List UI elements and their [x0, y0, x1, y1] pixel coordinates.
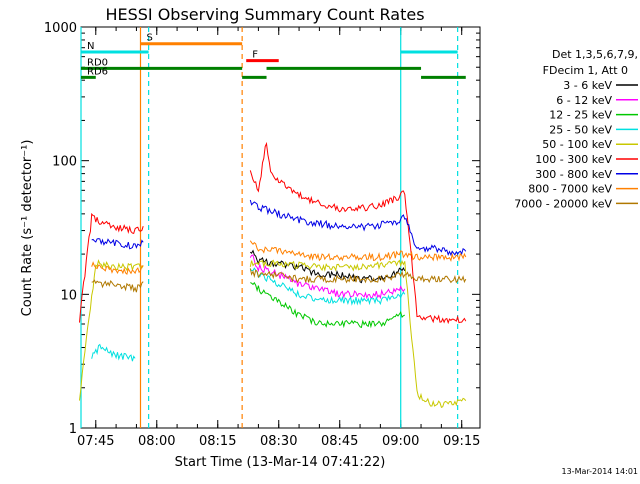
x-tick-label: 07:45: [77, 434, 114, 449]
flag-label: S: [146, 33, 152, 44]
series-group: [91, 240, 467, 275]
y-tick-label: 1: [69, 422, 77, 437]
legend-label: 7000 - 20000 keV: [514, 197, 612, 210]
x-tick-label: 08:45: [321, 434, 358, 449]
y-axis-label: Count Rate (s⁻¹ detector⁻¹): [20, 140, 35, 317]
x-tick-label: 08:00: [138, 434, 175, 449]
series-group: [91, 268, 467, 293]
flag-label: RD6: [87, 66, 108, 77]
series-line: [249, 259, 467, 408]
flag-label: F: [252, 50, 258, 61]
y-tick-label: 1000: [44, 21, 77, 36]
flag-label: RD0: [87, 57, 108, 68]
series-group: [91, 267, 406, 362]
x-tick-label: 09:00: [382, 434, 419, 449]
series-line: [250, 281, 406, 329]
chart-body: 1 10 100 1000 07:45 08:00 08:15 08:30 08:45 09:00…: [44, 21, 638, 449]
series-line: [79, 212, 144, 323]
flag-label: N: [87, 41, 94, 52]
series-group: [91, 199, 467, 257]
series-group: [79, 141, 467, 325]
series-line: [79, 259, 144, 401]
series-group: [250, 281, 406, 329]
legend-label: 12 - 25 keV: [549, 109, 612, 122]
footer-timestamp: 13-Mar-2014 14:01: [562, 467, 639, 476]
series-line: [249, 141, 467, 325]
x-axis-label: Start Time (13-Mar-14 07:41:22): [175, 455, 386, 470]
series-line: [91, 343, 136, 362]
series-line: [91, 261, 144, 275]
y-tick-label: 10: [60, 288, 77, 303]
series-line: [249, 240, 467, 262]
legend-label: 6 - 12 keV: [556, 94, 612, 107]
legend-label: 25 - 50 keV: [549, 123, 612, 136]
chart-title: HESSI Observing Summary Count Rates: [105, 5, 424, 24]
legend-header-line-2: FDecim 1, Att 0: [543, 64, 628, 77]
legend-label: 50 - 100 keV: [542, 138, 612, 151]
legend-label: 3 - 6 keV: [563, 79, 612, 92]
x-tick-label: 09:15: [443, 434, 480, 449]
legend-label: 800 - 7000 keV: [528, 183, 612, 196]
series-line: [249, 267, 406, 306]
series-line: [91, 238, 144, 250]
series-line: [91, 279, 144, 293]
x-tick-label: 08:15: [199, 434, 236, 449]
y-tick-label: 100: [52, 155, 77, 170]
x-tick-label: 08:30: [260, 434, 297, 449]
legend-header-line-1: Det 1,3,5,6,7,9,: [552, 48, 638, 61]
legend-label: 100 - 300 keV: [535, 153, 612, 166]
series-line: [249, 199, 467, 257]
legend-label: 300 - 800 keV: [535, 168, 612, 181]
series-group: [79, 259, 467, 408]
series-line: [249, 268, 467, 284]
